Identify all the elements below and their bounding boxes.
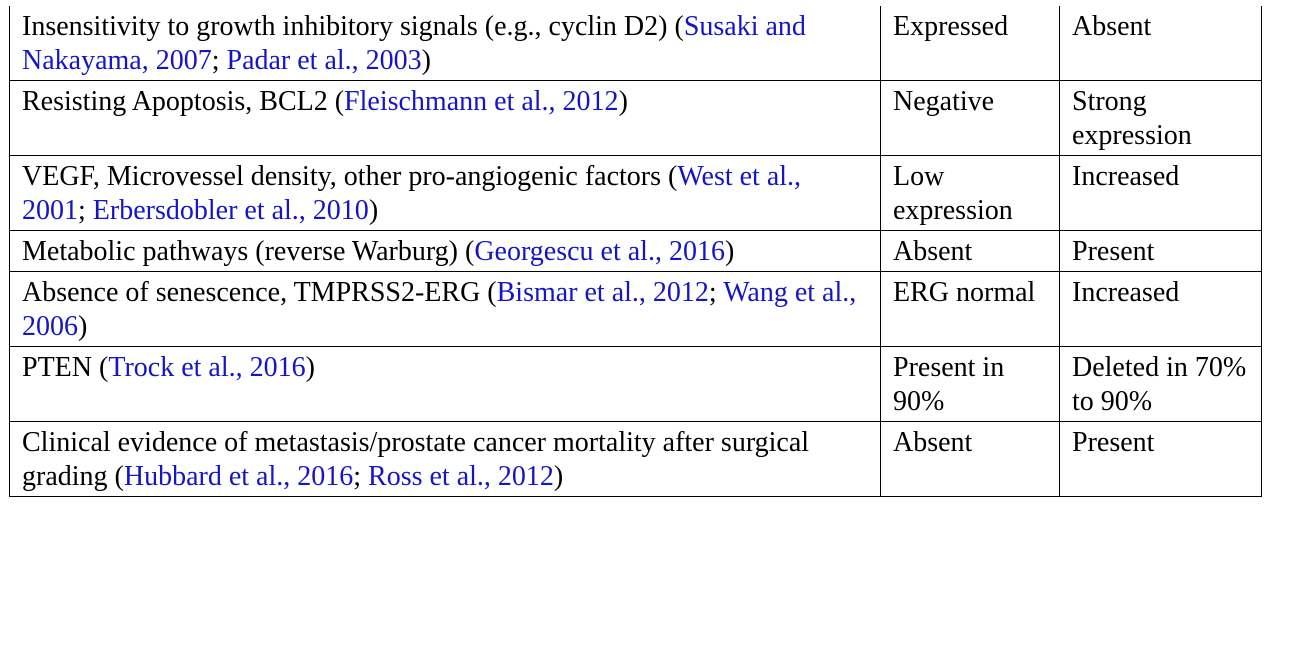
table-row: VEGF, Microvessel density, other pro-ang… xyxy=(9,155,1262,231)
feature-text: ) xyxy=(305,352,315,383)
cancer-value-cell: Strong expression xyxy=(1059,80,1262,156)
feature-cell: Metabolic pathways (reverse Warburg) (Ge… xyxy=(9,230,881,272)
hallmarks-table: Insensitivity to growth inhibitory signa… xyxy=(9,6,1262,497)
cancer-value-cell: Present xyxy=(1059,230,1262,272)
citation-link[interactable]: Ross et al., 2012 xyxy=(368,461,554,492)
benign-value-cell: Negative xyxy=(880,80,1060,156)
feature-text: ; xyxy=(211,45,227,76)
citation-link[interactable]: Fleischmann et al., 2012 xyxy=(344,86,619,117)
feature-text: ) xyxy=(618,86,628,117)
feature-text: ) xyxy=(553,461,564,492)
feature-text: Metabolic pathways (reverse Warburg) ( xyxy=(22,236,475,267)
feature-text: ) xyxy=(78,311,88,342)
benign-value-cell: Absent xyxy=(880,421,1060,497)
feature-text: ( xyxy=(674,11,684,42)
benign-value-cell: ERG normal xyxy=(880,271,1060,347)
feature-text: ) xyxy=(724,236,735,267)
citation-link[interactable]: Susaki and Nakayama, 2007 xyxy=(22,11,806,76)
feature-cell: Clinical evidence of metastasis/prostate… xyxy=(9,421,881,497)
citation-link[interactable]: Trock et al., 2016 xyxy=(108,352,306,383)
table-row: PTEN (Trock et al., 2016) Present in 90% D… xyxy=(9,346,1262,422)
feature-text: Clinical evidence of metastasis/prostate… xyxy=(22,427,810,492)
citation-link[interactable]: Georgescu et al., 2016 xyxy=(474,236,725,267)
feature-text: ) xyxy=(421,45,431,76)
citation-link[interactable]: Erbersdobler et al., 2010 xyxy=(92,195,369,226)
table-body: Insensitivity to growth inhibitory signa… xyxy=(9,6,1262,497)
table-row: Insensitivity to growth inhibitory signa… xyxy=(9,6,1262,81)
feature-text: Absence of senescence, TMPRSS2-ERG ( xyxy=(22,277,497,308)
feature-text: PTEN ( xyxy=(22,352,109,383)
feature-text: ; xyxy=(353,461,369,492)
feature-text: ) xyxy=(368,195,379,226)
benign-value-cell: Absent xyxy=(880,230,1060,272)
table-row: Absence of senescence, TMPRSS2-ERG (Bism… xyxy=(9,271,1262,347)
cancer-value-cell: Present xyxy=(1059,421,1262,497)
cancer-value-cell: Increased xyxy=(1059,155,1262,231)
table-row: Metabolic pathways (reverse Warburg) (Ge… xyxy=(9,230,1262,272)
feature-text: Resisting Apoptosis, BCL2 ( xyxy=(22,86,345,117)
benign-value-cell: Present in 90% xyxy=(880,346,1060,422)
cancer-value-cell: Increased xyxy=(1059,271,1262,347)
feature-cell: Insensitivity to growth inhibitory signa… xyxy=(9,6,881,81)
feature-cell: VEGF, Microvessel density, other pro-ang… xyxy=(9,155,881,231)
feature-text: ; xyxy=(708,277,724,308)
cancer-value-cell: Deleted in 70% to 90% xyxy=(1059,346,1262,422)
feature-text: Insensitivity to growth inhibitory signa… xyxy=(22,11,675,42)
citation-link[interactable]: West et al., 2001 xyxy=(22,161,802,226)
citation-link[interactable]: Padar et al., 2003 xyxy=(226,45,422,76)
benign-value-cell: Expressed xyxy=(880,6,1060,81)
feature-cell: Resisting Apoptosis, BCL2 (Fleischmann e… xyxy=(9,80,881,156)
feature-cell: PTEN (Trock et al., 2016) xyxy=(9,346,881,422)
benign-value-cell: Low expression xyxy=(880,155,1060,231)
feature-text: ; xyxy=(78,195,93,226)
citation-link[interactable]: Hubbard et al., 2016 xyxy=(123,461,354,492)
feature-text: VEGF, Microvessel density, other pro-ang… xyxy=(22,161,678,192)
citation-link[interactable]: Wang et al., 2006 xyxy=(22,277,857,342)
citation-link[interactable]: Bismar et al., 2012 xyxy=(496,277,709,308)
table-row: Resisting Apoptosis, BCL2 (Fleischmann e… xyxy=(9,80,1262,156)
cancer-value-cell: Absent xyxy=(1059,6,1262,81)
feature-cell: Absence of senescence, TMPRSS2-ERG (Bism… xyxy=(9,271,881,347)
table-row: Clinical evidence of metastasis/prostate… xyxy=(9,421,1262,497)
